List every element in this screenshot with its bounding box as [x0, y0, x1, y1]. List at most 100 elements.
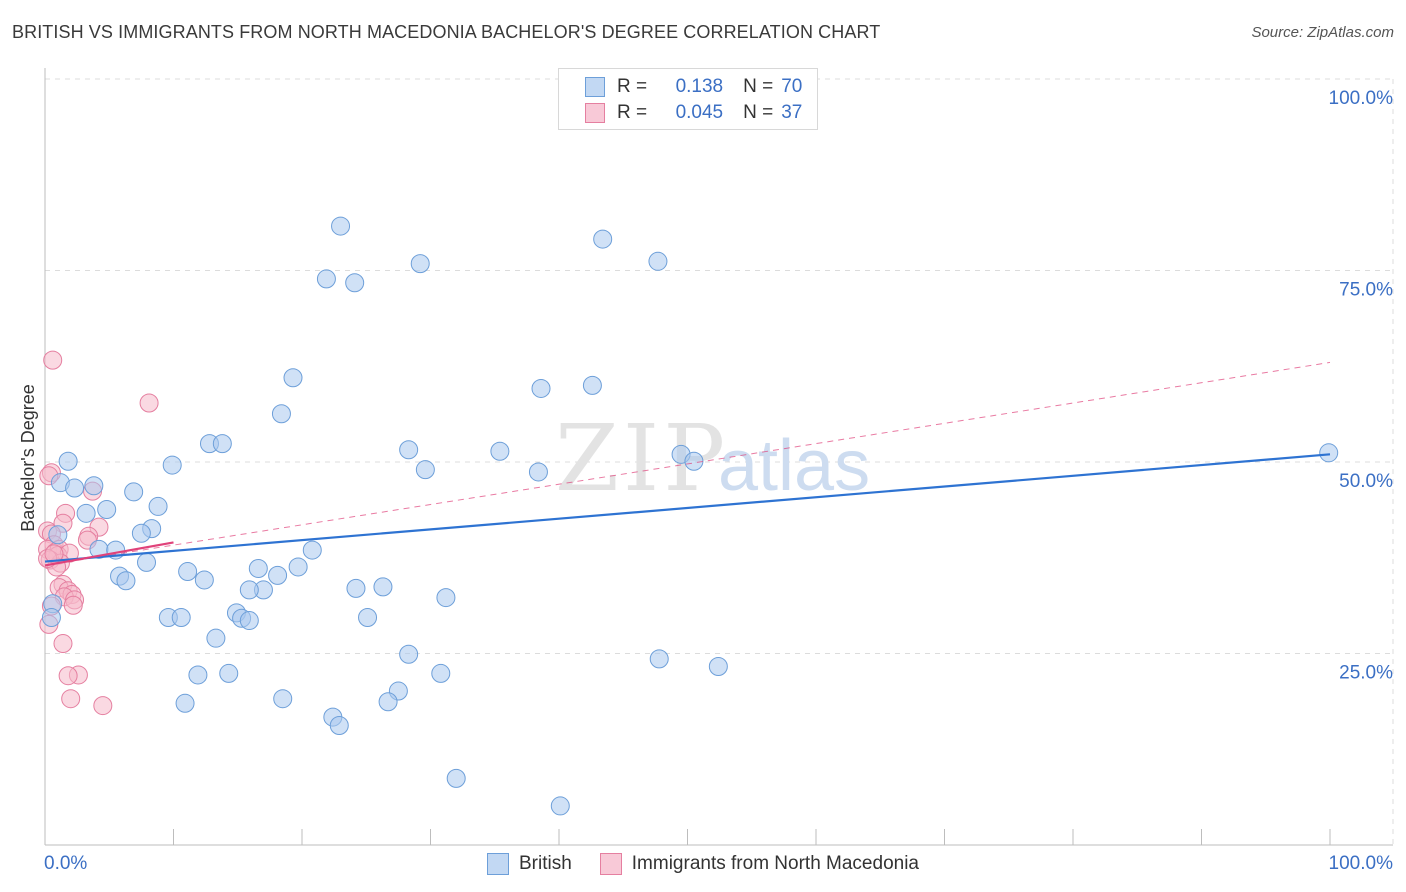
- british-trend-line: [44, 453, 1331, 563]
- british-point: [531, 378, 551, 398]
- macedonia-point: [139, 393, 159, 413]
- british-point: [97, 499, 117, 519]
- british-point: [648, 251, 668, 271]
- y-tick-label: 100.0%: [1329, 88, 1394, 109]
- british-point: [212, 434, 232, 454]
- british-point: [410, 254, 430, 274]
- british-point: [593, 229, 613, 249]
- british-point: [446, 768, 466, 788]
- british-point: [137, 552, 157, 572]
- legend-r-value: 0.045: [675, 102, 724, 123]
- british-point: [436, 588, 456, 608]
- british-point: [248, 558, 268, 578]
- legend-item-macedonia[interactable]: Immigrants from North Macedonia: [599, 853, 919, 875]
- y-tick-label: 75.0%: [1339, 280, 1393, 301]
- stats-legend: R = 0.138 N = 70 R = 0.045 N = 37: [558, 68, 818, 130]
- british-point: [346, 578, 366, 598]
- british-point: [65, 478, 85, 498]
- british-point: [316, 269, 336, 289]
- british-point: [550, 796, 570, 816]
- british-point: [378, 692, 398, 712]
- macedonia-point: [63, 595, 83, 615]
- legend-row-macedonia: R = 0.045 N = 37: [585, 101, 802, 125]
- british-point: [283, 368, 303, 388]
- british-point: [268, 565, 288, 585]
- legend-n-value: 70: [781, 76, 803, 97]
- tick-labels: 100.0% 75.0% 50.0% 25.0% 0.0% 100.0%: [44, 88, 1393, 874]
- british-point: [490, 441, 510, 461]
- british-point: [373, 577, 393, 597]
- macedonia-point: [58, 666, 78, 686]
- british-point: [206, 628, 226, 648]
- british-point: [58, 451, 78, 471]
- legend-n-value: 37: [781, 102, 803, 123]
- british-point: [84, 476, 104, 496]
- british-point: [76, 503, 96, 523]
- british-point: [582, 375, 602, 395]
- british-point: [708, 657, 728, 677]
- british-point: [239, 611, 259, 631]
- pink-series-points: [38, 350, 159, 716]
- british-point: [219, 663, 239, 683]
- macedonia-point: [43, 350, 63, 370]
- british-point: [48, 525, 68, 545]
- british-legend-label: British: [518, 853, 572, 874]
- macedonia-trend-dashed: [44, 361, 1331, 566]
- blue-series-points: [41, 216, 1339, 816]
- legend-r-label: R =: [617, 102, 648, 123]
- legend-n-label: N =: [743, 76, 774, 97]
- british-point: [288, 557, 308, 577]
- british-point: [329, 716, 349, 736]
- macedonia-trend-line: [44, 541, 174, 567]
- british-point: [171, 607, 191, 627]
- macedonia-point: [53, 634, 73, 654]
- macedonia-point: [61, 689, 81, 709]
- british-point: [399, 440, 419, 460]
- y-tick-label: 50.0%: [1339, 471, 1393, 492]
- british-point: [431, 663, 451, 683]
- british-point: [399, 644, 419, 664]
- british-point: [528, 462, 548, 482]
- british-point: [239, 580, 259, 600]
- british-point: [331, 216, 351, 236]
- legend-r-label: R =: [617, 76, 648, 97]
- british-point: [345, 273, 365, 293]
- legend-item-british[interactable]: British: [486, 853, 572, 875]
- x-tick-label: 0.0%: [44, 853, 87, 874]
- legend-n-label: N =: [743, 102, 774, 123]
- series-legend: British Immigrants from North Macedonia: [0, 852, 1406, 876]
- legend-row-british: R = 0.138 N = 70: [585, 75, 802, 99]
- trend-lines: [44, 361, 1331, 567]
- british-point: [124, 482, 144, 502]
- y-tick-label: 25.0%: [1339, 663, 1393, 684]
- british-point: [415, 460, 435, 480]
- macedonia-legend-swatch: [599, 853, 622, 875]
- british-point: [271, 404, 291, 424]
- british-point: [131, 523, 151, 543]
- chart-title: BRITISH VS IMMIGRANTS FROM NORTH MACEDON…: [12, 22, 881, 42]
- british-point: [273, 689, 293, 709]
- british-swatch: [585, 77, 605, 97]
- british-point: [684, 451, 704, 471]
- macedonia-swatch: [585, 103, 605, 123]
- axes: [44, 68, 1393, 846]
- british-point: [649, 649, 669, 669]
- british-point: [302, 540, 322, 560]
- y-axis-label: Bachelor's Degree: [18, 384, 38, 532]
- british-point: [148, 496, 168, 516]
- watermark-atlas: atlas: [718, 426, 870, 506]
- macedonia-legend-label: Immigrants from North Macedonia: [631, 853, 919, 874]
- british-point: [188, 665, 208, 685]
- british-point: [116, 571, 136, 591]
- x-tick-label: 100.0%: [1329, 853, 1394, 874]
- source-label: Source: ZipAtlas.com: [1251, 24, 1394, 41]
- british-point: [358, 607, 378, 627]
- british-point: [194, 570, 214, 590]
- british-legend-swatch: [486, 853, 509, 875]
- british-point: [162, 455, 182, 475]
- british-point: [41, 607, 61, 627]
- british-point: [1319, 443, 1339, 463]
- british-point: [175, 693, 195, 713]
- macedonia-point: [93, 696, 113, 716]
